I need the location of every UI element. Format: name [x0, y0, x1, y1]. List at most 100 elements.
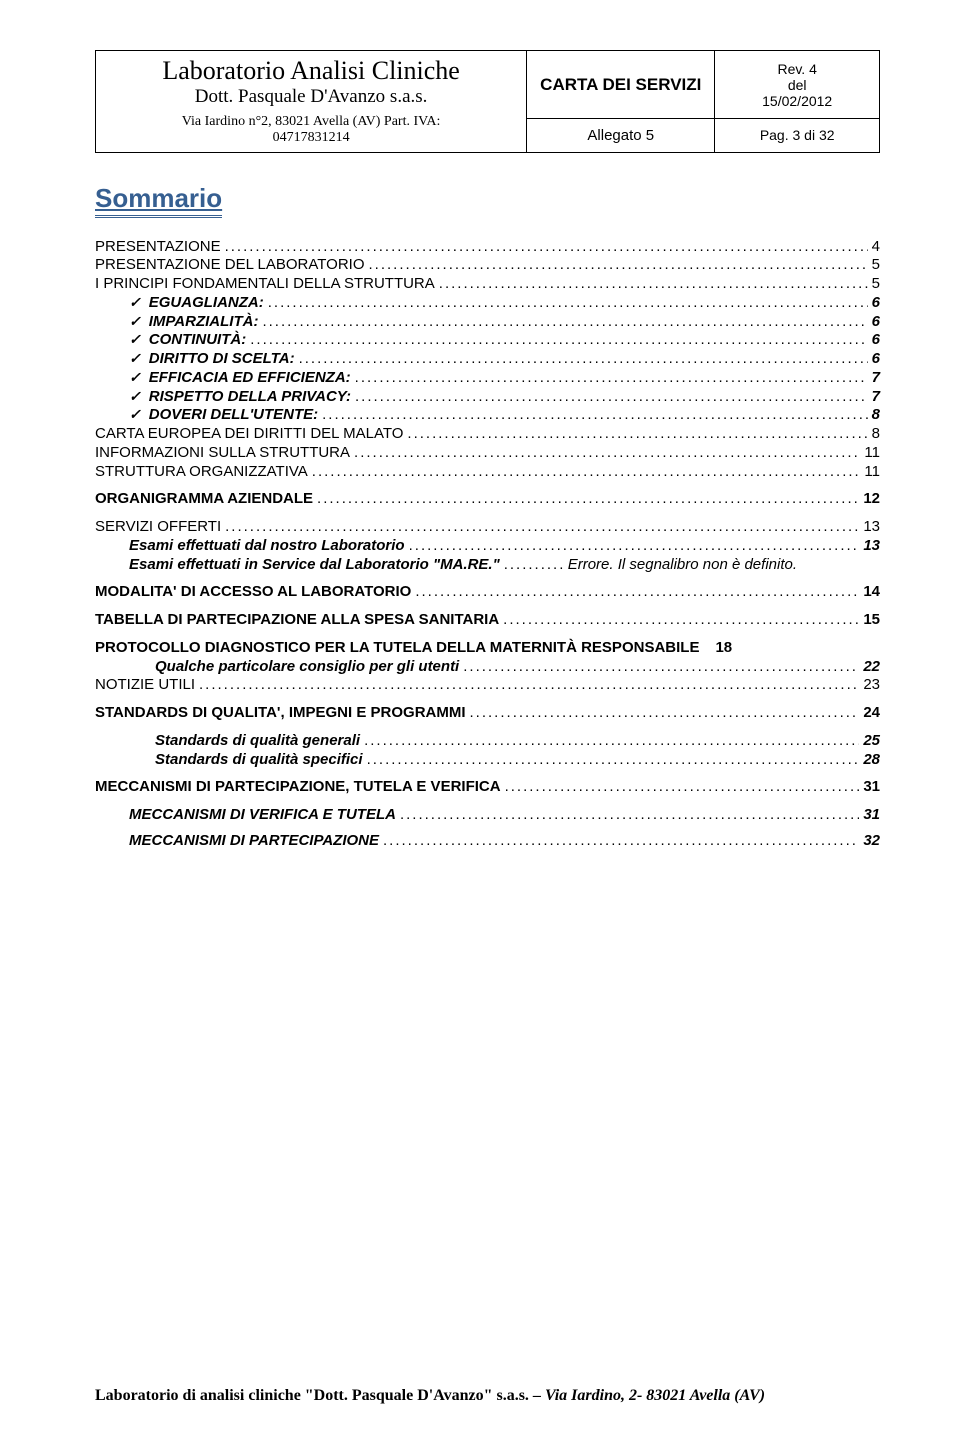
- toc-row: INFORMAZIONI SULLA STRUTTURA 11: [95, 445, 880, 461]
- toc-row: EFFICACIA ED EFFICIENZA: 7: [95, 370, 880, 386]
- rev-date: 15/02/2012: [725, 93, 869, 109]
- toc-entry-page: 7: [872, 389, 880, 405]
- toc-entry-page: 22: [863, 659, 880, 675]
- toc-entry-page: 28: [863, 752, 880, 768]
- toc-entry-page: 14: [863, 584, 880, 600]
- toc-entry-text: EGUAGLIANZA:: [95, 295, 264, 311]
- toc-entry-text: Standards di qualità specifici: [95, 752, 363, 768]
- toc-entry-text: STRUTTURA ORGANIZZATIVA: [95, 464, 308, 480]
- toc-entry-page: 13: [863, 538, 880, 554]
- toc-row: Esami effettuati in Service dal Laborato…: [95, 557, 880, 573]
- toc-leader-dots: [407, 426, 867, 442]
- toc-row: PRESENTAZIONE DEL LABORATORIO 5: [95, 257, 880, 273]
- toc-entry-page: 25: [863, 733, 880, 749]
- toc-entry-page: 5: [872, 276, 880, 292]
- rev-del: del: [725, 77, 869, 93]
- sommario-heading: Sommario: [95, 183, 222, 218]
- toc-entry-page: 6: [872, 314, 880, 330]
- toc-leader-dots: [299, 351, 868, 367]
- toc-row: I PRINCIPI FONDAMENTALI DELLA STRUTTURA5: [95, 276, 880, 292]
- toc-entry-page: 18: [715, 640, 732, 656]
- toc-row: ORGANIGRAMMA AZIENDALE 12: [95, 491, 880, 507]
- toc-entry-page: 15: [863, 612, 880, 628]
- toc-row: CONTINUITÀ: 6: [95, 332, 880, 348]
- toc-row: DIRITTO DI SCELTA:6: [95, 351, 880, 367]
- lab-piva: 04717831214: [106, 130, 516, 146]
- toc-entry-page: 5: [872, 257, 880, 273]
- toc-row: IMPARZIALITÀ:6: [95, 314, 880, 330]
- document-page: Laboratorio Analisi Cliniche Dott. Pasqu…: [0, 0, 960, 1447]
- toc-leader-dots: [268, 295, 868, 311]
- toc-entry-page: 7: [872, 370, 880, 386]
- toc-entry-page: 23: [863, 677, 880, 693]
- toc-entry-text: Esami effettuati dal nostro Laboratorio: [95, 538, 405, 554]
- toc-entry-page: 11: [864, 445, 880, 461]
- toc-entry-text: MODALITA' DI ACCESSO AL LABORATORIO: [95, 584, 411, 600]
- toc-leader-dots: [225, 239, 868, 255]
- toc-entry-page: 6: [872, 351, 880, 367]
- rev-cell: Rev. 4 del 15/02/2012: [715, 51, 880, 119]
- toc-leader-dots: [354, 445, 860, 461]
- toc-entry-page: 13: [863, 519, 880, 535]
- toc-row: MODALITA' DI ACCESSO AL LABORATORIO 14: [95, 584, 880, 600]
- toc-leader-dots: [312, 464, 861, 480]
- toc-entry-page: 24: [863, 705, 880, 721]
- toc-entry-text: NOTIZIE UTILI: [95, 677, 195, 693]
- toc-entry-page: 12: [863, 491, 880, 507]
- toc-entry-text: RISPETTO DELLA PRIVACY:: [95, 389, 351, 405]
- toc-row: Standards di qualità specifici 28: [95, 752, 880, 768]
- lab-subtitle: Dott. Pasquale D'Avanzo s.a.s.: [106, 86, 516, 108]
- toc-row: Qualche particolare consiglio per gli ut…: [95, 659, 880, 675]
- toc-entry-text: TABELLA DI PARTECIPAZIONE ALLA SPESA SAN…: [95, 612, 499, 628]
- lab-title: Laboratorio Analisi Cliniche: [106, 57, 516, 86]
- doc-title: CARTA DEI SERVIZI: [540, 75, 701, 94]
- header-table: Laboratorio Analisi Cliniche Dott. Pasqu…: [95, 50, 880, 153]
- footer-part1: Laboratorio di analisi cliniche "Dott. P…: [95, 1387, 533, 1404]
- toc-row: PRESENTAZIONE 4: [95, 239, 880, 255]
- toc-leader-dots: [470, 705, 860, 721]
- toc-leader-dots: [439, 276, 868, 292]
- toc-leader-dots: [355, 370, 868, 386]
- page-cell: Pag. 3 di 32: [715, 119, 880, 153]
- toc-row: Standards di qualità generali 25: [95, 733, 880, 749]
- toc-entry-text: INFORMAZIONI SULLA STRUTTURA: [95, 445, 350, 461]
- toc-leader-dots: [199, 677, 859, 693]
- toc-leader-dots: [400, 807, 859, 823]
- toc-entry-text: MECCANISMI DI VERIFICA E TUTELA: [95, 807, 396, 823]
- toc-leader-dots: [409, 538, 860, 554]
- toc-entry-page: 32: [863, 833, 880, 849]
- toc-entry-text: PRESENTAZIONE: [95, 239, 221, 255]
- toc-entry-page: 6: [872, 332, 880, 348]
- toc-entry-text: CONTINUITÀ:: [95, 332, 246, 348]
- toc-row: Esami effettuati dal nostro Laboratorio 1…: [95, 538, 880, 554]
- toc-entry-text: Qualche particolare consiglio per gli ut…: [95, 659, 459, 675]
- toc-row: CARTA EUROPEA DEI DIRITTI DEL MALATO8: [95, 426, 880, 442]
- toc-entry-text: Standards di qualità generali: [95, 733, 360, 749]
- toc-entry-text: PROTOCOLLO DIAGNOSTICO PER LA TUTELA DEL…: [95, 640, 699, 656]
- toc-row: STRUTTURA ORGANIZZATIVA11: [95, 464, 880, 480]
- toc-entry-text: PRESENTAZIONE DEL LABORATORIO: [95, 257, 365, 273]
- toc-row: DOVERI DELL'UTENTE:8: [95, 407, 880, 423]
- toc-entry-page: 4: [872, 239, 880, 255]
- toc-entry-text: EFFICACIA ED EFFICIENZA:: [95, 370, 351, 386]
- allegato-cell: Allegato 5: [527, 119, 715, 153]
- toc-entry-text: SERVIZI OFFERTI: [95, 519, 221, 535]
- toc-leader-dots: [367, 752, 860, 768]
- toc-row: SERVIZI OFFERTI 13: [95, 519, 880, 535]
- toc-entry-text: ORGANIGRAMMA AZIENDALE: [95, 491, 313, 507]
- toc-row: STANDARDS DI QUALITA', IMPEGNI E PROGRAM…: [95, 705, 880, 721]
- toc-leader-dots: [262, 314, 867, 330]
- toc-leader-dots: [322, 407, 868, 423]
- toc-row: EGUAGLIANZA:6: [95, 295, 880, 311]
- table-of-contents: PRESENTAZIONE 4 PRESENTAZIONE DEL LABORATO…: [95, 239, 880, 849]
- rev-number: Rev. 4: [725, 61, 869, 77]
- toc-leader-dots: [504, 557, 564, 573]
- toc-leader-dots: [355, 389, 868, 405]
- header-left-cell: Laboratorio Analisi Cliniche Dott. Pasqu…: [96, 51, 527, 153]
- toc-entry-page: 31: [863, 807, 880, 823]
- toc-row: RISPETTO DELLA PRIVACY: 7: [95, 389, 880, 405]
- toc-leader-dots: [383, 833, 859, 849]
- toc-entry-page: 8: [872, 426, 880, 442]
- toc-row: TABELLA DI PARTECIPAZIONE ALLA SPESA SAN…: [95, 612, 880, 628]
- toc-leader-dots: [317, 491, 859, 507]
